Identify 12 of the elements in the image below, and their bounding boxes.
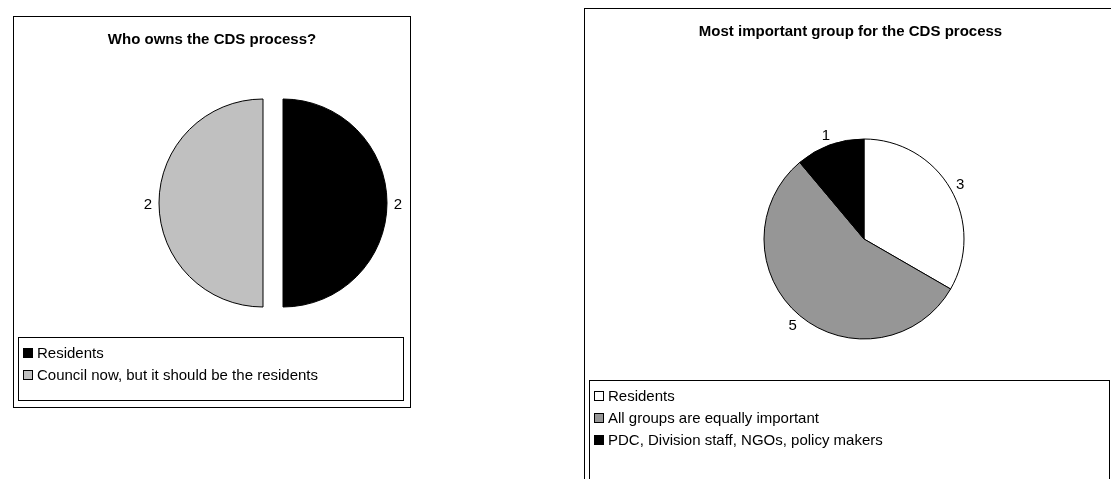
legend-label: PDC, Division staff, NGOs, policy makers	[608, 430, 883, 450]
legend-label: Residents	[37, 343, 104, 363]
data-label: 1	[821, 126, 831, 144]
legend-label: Council now, but it should be the residents	[37, 365, 319, 385]
legend-label: All groups are equally important	[608, 408, 819, 428]
chart-title: Most important group for the CDS process	[697, 22, 1004, 39]
legend-label: Residents	[608, 386, 675, 406]
data-label: 2	[393, 194, 403, 212]
data-label: 3	[955, 175, 965, 192]
data-label: 5	[788, 315, 797, 333]
data-label: 2	[143, 194, 153, 212]
chart-title: Who owns the CDS process?	[106, 30, 318, 47]
